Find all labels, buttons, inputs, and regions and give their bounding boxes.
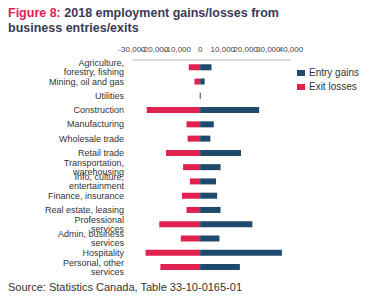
svg-text:30,000: 30,000 <box>256 45 281 54</box>
svg-text:Manufacturing: Manufacturing <box>67 119 124 129</box>
svg-text:Agriculture,forestry, fishing: Agriculture,forestry, fishing <box>64 58 124 77</box>
svg-text:Construction: Construction <box>73 105 124 115</box>
svg-text:Wholesale trade: Wholesale trade <box>59 134 124 144</box>
svg-text:40,000: 40,000 <box>279 45 304 54</box>
svg-text:Info, culture,entertainment: Info, culture,entertainment <box>69 172 125 191</box>
svg-text:Personal, otherservices: Personal, otherservices <box>63 258 125 276</box>
svg-text:Hospitality: Hospitality <box>82 248 124 258</box>
svg-text:Admin, businessservices: Admin, businessservices <box>58 229 125 248</box>
svg-text:0: 0 <box>198 45 203 54</box>
svg-text:Real estate, leasing: Real estate, leasing <box>45 205 124 215</box>
svg-text:-10,000: -10,000 <box>164 45 192 54</box>
svg-text:Utilities: Utilities <box>95 91 125 101</box>
svg-text:Finance, insurance: Finance, insurance <box>48 191 124 201</box>
svg-text:Mining, oil and gas: Mining, oil and gas <box>49 77 125 87</box>
svg-text:20,000: 20,000 <box>233 45 258 54</box>
svg-text:Retail trade: Retail trade <box>78 148 124 158</box>
svg-text:10,000: 10,000 <box>211 45 236 54</box>
